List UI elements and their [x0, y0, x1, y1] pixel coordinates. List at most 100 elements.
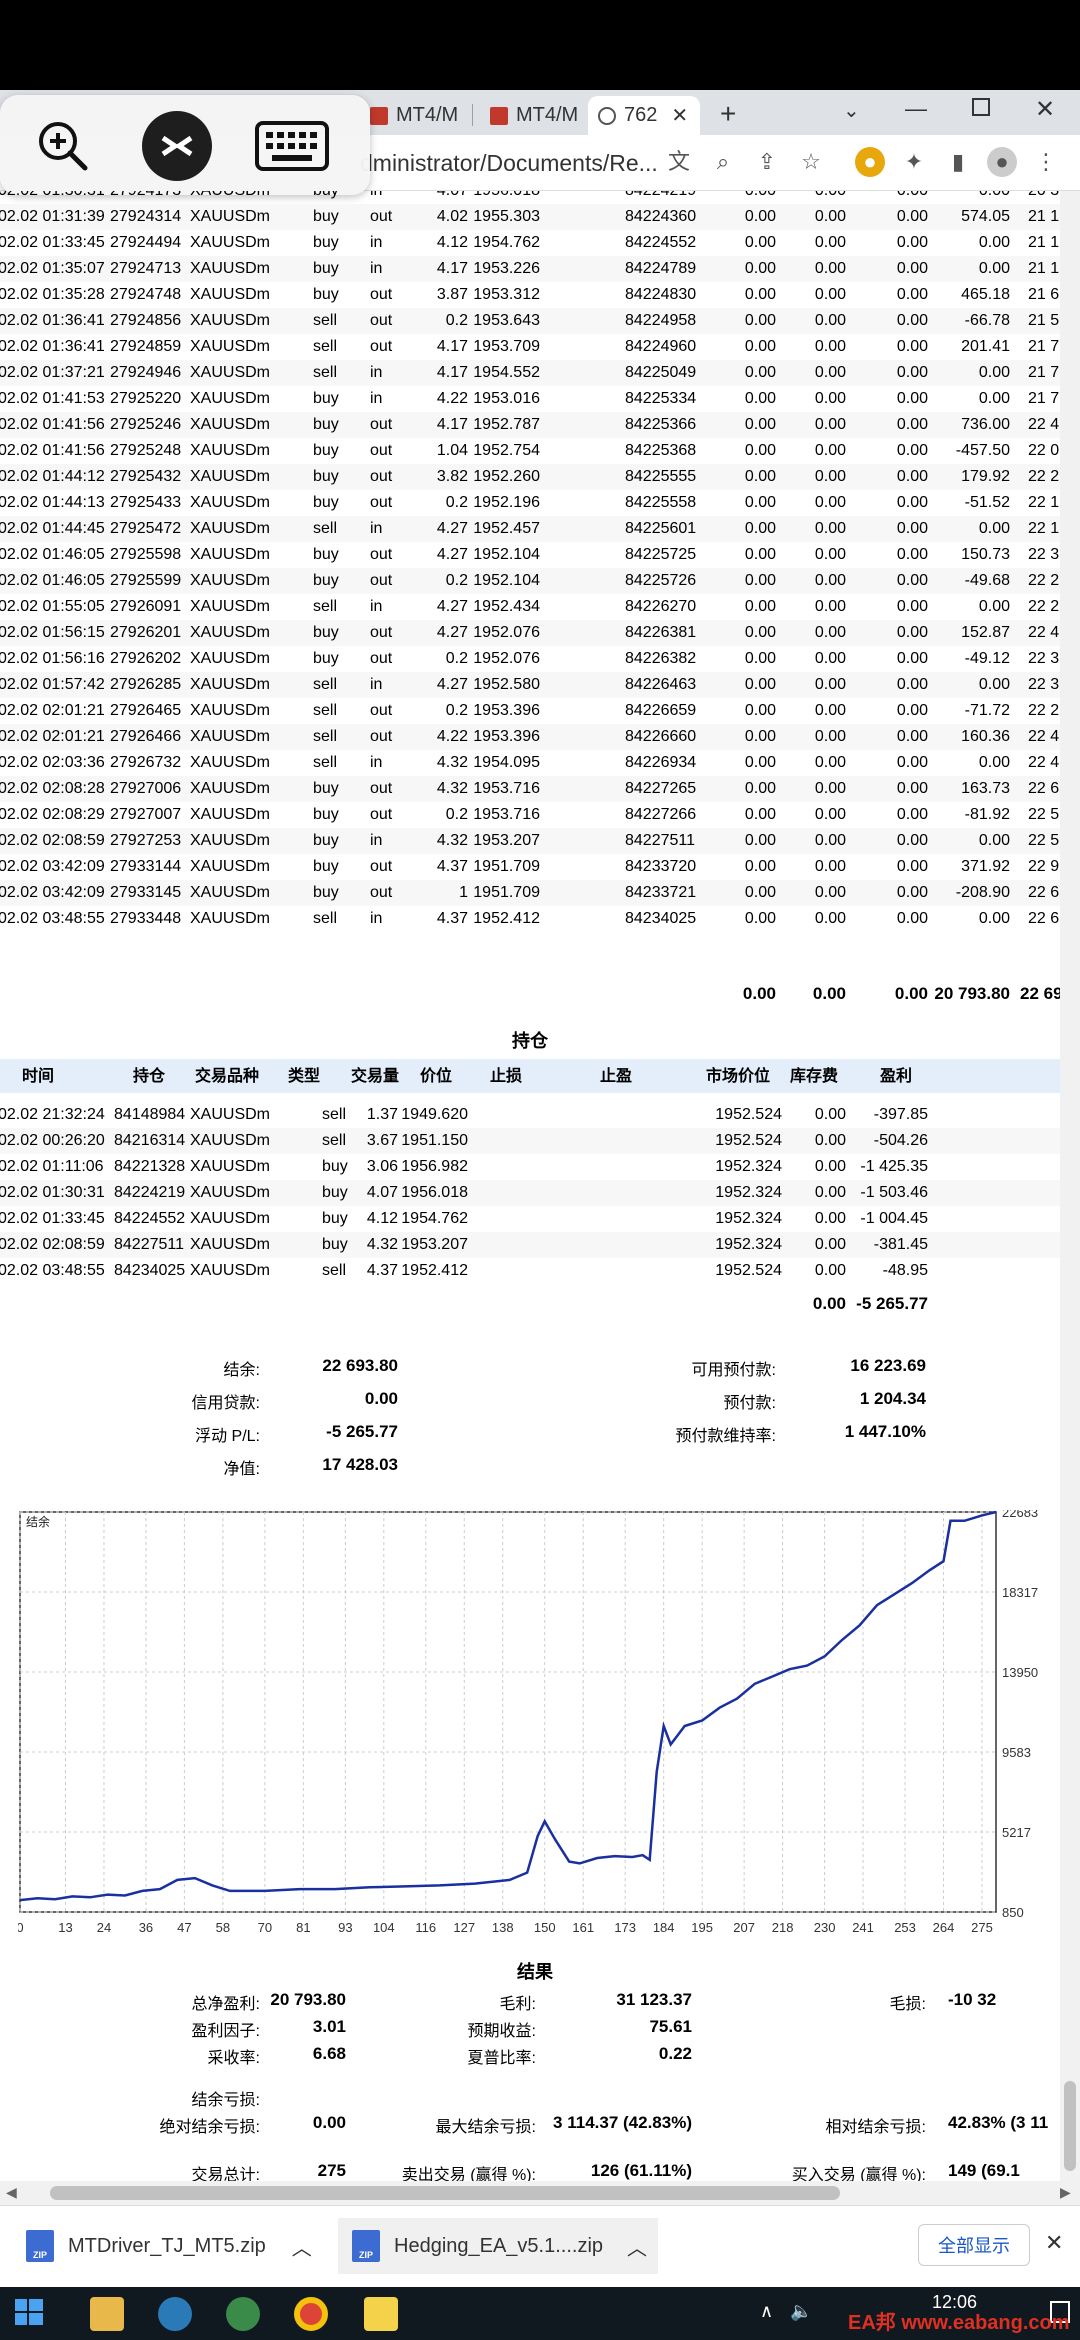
mt5-app-icon[interactable]	[226, 2297, 260, 2331]
puzzle-icon[interactable]: ✦	[904, 149, 924, 174]
result-label: 夏普比率:	[467, 2050, 536, 2067]
deal-cell: 0.00	[896, 884, 928, 901]
deal-cell: out	[370, 728, 393, 745]
minimize-icon[interactable]: —	[905, 96, 927, 121]
close-tab-icon[interactable]: ✕	[671, 105, 689, 127]
download-item-mtdriver[interactable]: ZIP MTDriver_TJ_MT5.zip ︿	[26, 2218, 316, 2274]
bookmark-star-icon[interactable]: ☆	[801, 149, 821, 174]
result-label: 结余亏损:	[191, 2092, 260, 2109]
chevron-up-icon[interactable]: ︿	[291, 2237, 312, 2260]
x-tick-label: 275	[971, 1920, 993, 1935]
chrome-icon[interactable]	[294, 2297, 328, 2331]
table-row: 02.02 01:36:41 27924859 XAUUSDm sell out 4.17…	[0, 334, 1060, 360]
close-window-icon[interactable]: ✕	[1035, 96, 1056, 123]
deal-cell: 0.00	[978, 364, 1010, 381]
address-bar[interactable]: dministrator/Documents/Re...	[360, 149, 658, 176]
deal-cell: 02.02 01:44:13	[0, 494, 105, 511]
deal-cell: 20 3	[1028, 191, 1060, 201]
positions-header-cell: 类型	[288, 1068, 321, 1085]
deal-cell: sell	[313, 598, 338, 615]
table-row: 02.02 03:48:55 27933448 XAUUSDm sell in 4.37 1…	[0, 906, 1060, 932]
account-label: 结余:	[223, 1362, 260, 1379]
deal-cell: 4.02	[436, 208, 468, 225]
table-row: 02.02 03:42:09 27933144 XAUUSDm buy out 4.37 1…	[0, 854, 1060, 880]
table-row: 02.02 01:41:56 27925246 XAUUSDm buy out 4.17 1…	[0, 412, 1060, 438]
deal-cell: 27925599	[110, 572, 182, 589]
deal-cell: 0.00	[814, 572, 846, 589]
deal-cell: 27926466	[110, 728, 182, 745]
remote-connection-icon[interactable]	[142, 111, 212, 181]
table-row: 02.02 02:03:36 27926732 XAUUSDm sell in 4.32 1…	[0, 750, 1060, 776]
vertical-scrollbar[interactable]	[1060, 191, 1080, 2181]
deal-cell: 0.00	[744, 364, 776, 381]
deal-cell: buy	[313, 191, 353, 201]
deal-cell: 0.00	[896, 234, 928, 251]
clock[interactable]: 12:06	[932, 2292, 978, 2312]
zoom-in-icon[interactable]	[28, 111, 98, 181]
keyboard-icon[interactable]	[252, 111, 332, 181]
deal-cell: 0.00	[744, 650, 776, 667]
tray-chevron-icon[interactable]: ∧	[760, 2301, 774, 2321]
deal-cell: XAUUSDm	[190, 494, 271, 511]
x-tick-label: 184	[653, 1920, 675, 1935]
deal-cell: 22 3	[1028, 650, 1060, 667]
file-explorer-icon[interactable]	[90, 2297, 124, 2331]
position-cell: 0.00	[814, 1132, 846, 1149]
deal-cell: 0.00	[744, 624, 776, 641]
x-tick-label: 241	[852, 1920, 874, 1935]
close-download-shelf-icon[interactable]: ✕	[1045, 2230, 1064, 2255]
scroll-right-icon[interactable]: ▶	[1060, 2184, 1071, 2200]
horizontal-scroll-thumb[interactable]	[50, 2186, 840, 2200]
zoom-icon[interactable]: ⌕	[716, 149, 730, 174]
table-row: 02.02 01:44:45 27925472 XAUUSDm sell in 4.27 1…	[0, 516, 1060, 542]
menu-kebab-icon[interactable]: ⋮	[1035, 149, 1057, 174]
report-page: 02.02 01:30:3127924173XAUUSDmbuyin4.0719…	[0, 191, 1060, 2181]
deal-cell: 0.00	[814, 910, 846, 927]
y-tick-label: 850	[1002, 1905, 1024, 1920]
profile-avatar-icon[interactable]: ●	[987, 147, 1017, 177]
windows-start-icon[interactable]	[14, 2297, 44, 2331]
chevron-up-icon[interactable]: ︿	[627, 2237, 648, 2260]
tab-mt4-2[interactable]: MT4/M	[480, 96, 585, 135]
deal-cell: 02.02 01:37:21	[0, 364, 105, 381]
deal-cell: 84226270	[625, 598, 697, 615]
notes-app-icon[interactable]	[364, 2297, 398, 2331]
deal-cell: XAUUSDm	[190, 780, 271, 797]
result-value: 6.68	[312, 2044, 346, 2063]
deal-cell: 1953.226	[473, 260, 540, 277]
restore-icon[interactable]	[972, 98, 990, 116]
position-cell: 02.02 21:32:24	[0, 1106, 105, 1123]
download-item-hedging[interactable]: ZIP Hedging_EA_v5.1....zip ︿	[338, 2218, 658, 2274]
horizontal-scrollbar[interactable]: ◀ ▶	[0, 2181, 1080, 2205]
tab-search-chevron-icon[interactable]: ⌄	[843, 100, 860, 122]
translate-icon[interactable]: 文	[667, 149, 690, 174]
deal-cell: 21 1	[1028, 208, 1060, 225]
deal-cell: 22 2	[1028, 702, 1060, 719]
deal-cell: 0.00	[814, 728, 846, 745]
deal-cell: 02.02 01:33:45	[0, 234, 105, 251]
share-icon[interactable]: ⇪	[757, 149, 777, 174]
deal-cell: 02.02 01:46:05	[0, 546, 105, 563]
vertical-scroll-thumb[interactable]	[1064, 2081, 1076, 2171]
deal-cell: 27925433	[110, 494, 182, 511]
deal-cell: in	[370, 676, 383, 693]
deal-cell: 0.00	[814, 598, 846, 615]
side-panel-icon[interactable]: ▮	[951, 149, 965, 174]
result-label: 最大结余亏损:	[435, 2119, 536, 2136]
tab-mt4-1[interactable]: MT4/M	[360, 96, 470, 135]
deal-cell: 0.00	[744, 494, 776, 511]
volume-icon[interactable]: 🔈	[790, 2301, 813, 2321]
tab-active-report[interactable]: 762 ✕	[588, 96, 700, 135]
deal-cell: 0.00	[814, 260, 846, 277]
new-tab-icon[interactable]: +	[720, 98, 737, 129]
show-all-downloads-button[interactable]: 全部显示	[918, 2224, 1030, 2266]
mt4-app-icon[interactable]	[158, 2297, 192, 2331]
scroll-left-icon[interactable]: ◀	[6, 2184, 17, 2200]
deal-cell: sell	[313, 754, 338, 771]
y-tick-label: 9583	[1002, 1745, 1031, 1760]
extension-icon[interactable]: ●	[855, 147, 885, 177]
notification-icon[interactable]	[1050, 2301, 1070, 2323]
account-label: 浮动 P/L:	[195, 1428, 260, 1445]
deal-cell: 21 1	[1028, 234, 1060, 251]
position-cell: 02.02 01:33:45	[0, 1210, 105, 1227]
